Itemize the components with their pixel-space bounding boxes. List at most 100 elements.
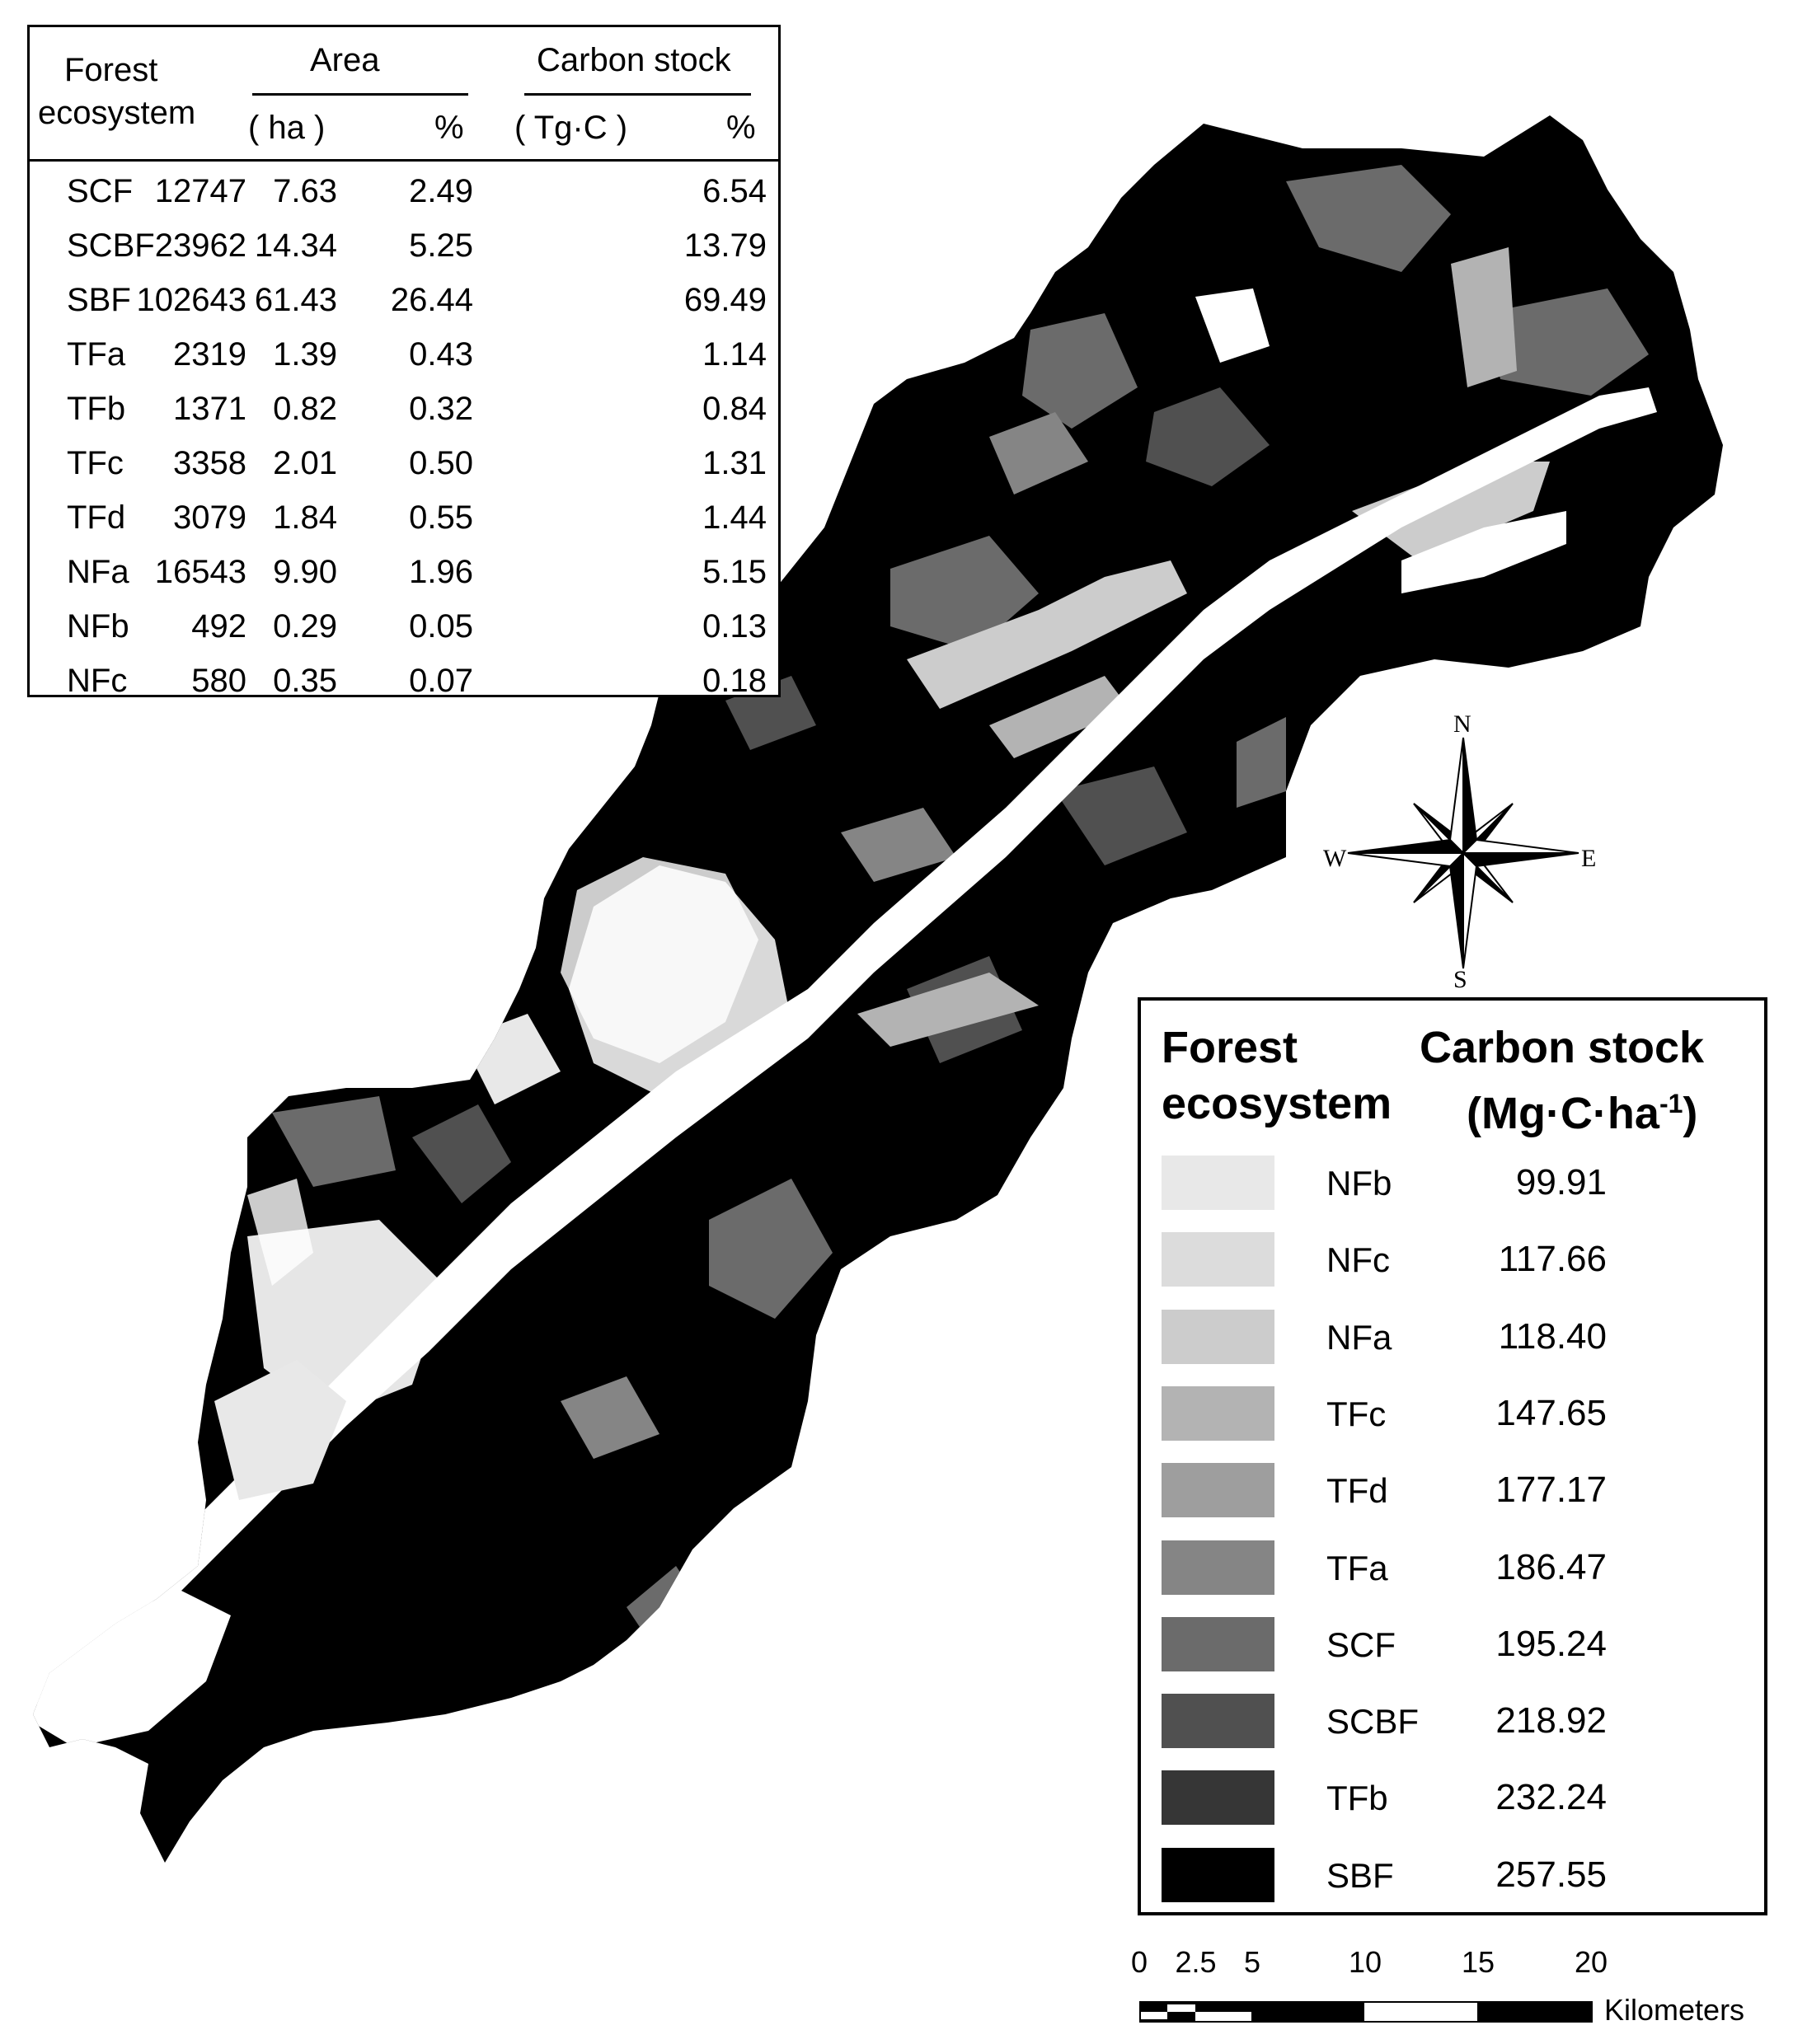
table-cell-area-pct: 1.84: [273, 499, 337, 536]
table-cell-carbon-pct: 5.15: [702, 554, 767, 590]
legend-value: 177.17: [1495, 1470, 1607, 1511]
table-cell-area-pct: 2.01: [273, 445, 337, 481]
legend-code: NFc: [1326, 1240, 1390, 1280]
legend-value: 118.40: [1498, 1315, 1607, 1357]
legend-value: 147.65: [1495, 1392, 1607, 1433]
scale-bar-graphic: [1139, 2001, 1593, 2023]
legend-swatch: [1162, 1770, 1274, 1826]
legend-code: SCF: [1326, 1624, 1396, 1664]
table-cell-carbon: 1.96: [409, 554, 473, 590]
table-cell-carbon-pct: 0.84: [702, 391, 767, 427]
table-sub-area-pct: %: [434, 110, 464, 146]
legend-value: 218.92: [1495, 1700, 1607, 1742]
table-sub-carbon-pct: %: [726, 110, 756, 146]
compass-n: N: [1453, 710, 1471, 738]
table-cell-carbon: 0.05: [409, 608, 473, 645]
scale-tick-label: 10: [1348, 1945, 1382, 1979]
table-cell-carbon: 5.25: [409, 227, 473, 264]
table-cell-carbon-pct: 69.49: [683, 282, 767, 318]
legend-code: TFa: [1326, 1548, 1388, 1587]
table-cell-carbon: 0.43: [409, 336, 473, 373]
statistics-table: Forest ecosystem Area Carbon stock ( ha …: [27, 25, 781, 699]
table-header-forest: Forest: [64, 52, 158, 88]
legend-title-unit: (Mg·C·ha-1): [1467, 1089, 1698, 1138]
table-cell-carbon-pct: 0.18: [702, 663, 767, 699]
legend-item: NFb 99.91: [1162, 1156, 1739, 1213]
table-sub-carbon-unit: ( Tg·C ): [514, 110, 628, 146]
legend-code: NFa: [1326, 1317, 1392, 1357]
table-header-carbon: Carbon stock: [537, 42, 731, 78]
legend-item: TFd 177.17: [1162, 1463, 1739, 1521]
table-cell-area: 23962: [154, 227, 246, 264]
table-cell-area-pct: 0.29: [273, 608, 337, 645]
table-cell-type: NFc: [67, 663, 128, 699]
legend-swatch: [1162, 1232, 1274, 1287]
legend-item: NFc 117.66: [1162, 1232, 1739, 1290]
table-cell-carbon-pct: 6.54: [702, 173, 767, 209]
compass-rose-icon: [1347, 737, 1579, 969]
north-arrow: N S E W: [1319, 710, 1596, 993]
legend-swatch: [1162, 1540, 1274, 1595]
table-cell-area: 580: [191, 663, 246, 699]
legend-value: 195.24: [1495, 1623, 1607, 1664]
legend-title-carbon: Carbon stock: [1420, 1023, 1705, 1072]
table-cell-area: 2319: [173, 336, 246, 373]
legend-item: TFa 186.47: [1162, 1540, 1739, 1598]
legend-item: SCF 195.24: [1162, 1616, 1739, 1675]
table-header-rule: [30, 159, 778, 162]
legend-swatch: [1162, 1463, 1274, 1518]
table-sub-area-unit: ( ha ): [248, 110, 326, 146]
legend-swatch: [1162, 1309, 1274, 1364]
table-cell-area: 102643: [136, 282, 246, 318]
table-cell-area: 16543: [154, 554, 246, 590]
table-header-ecosystem: ecosystem: [38, 95, 196, 131]
table-cell-area-pct: 0.35: [273, 663, 337, 699]
table-cell-area: 1371: [173, 391, 246, 427]
legend-code: SBF: [1326, 1855, 1394, 1895]
table-cell-area-pct: 7.63: [273, 173, 337, 209]
table-cell-type: TFd: [67, 499, 126, 536]
legend-value: 99.91: [1515, 1162, 1607, 1202]
table-header-area: Area: [310, 42, 380, 78]
legend-code: TFc: [1326, 1394, 1387, 1433]
table-cell-type: NFb: [67, 608, 129, 645]
table-cell-type: SBF: [67, 282, 131, 318]
table-cell-carbon: 0.50: [409, 445, 473, 481]
table-cell-area-pct: 14.34: [254, 227, 337, 264]
legend-item: TFb 232.24: [1162, 1770, 1739, 1828]
table-cell-type: TFc: [67, 445, 124, 481]
legend-title-forest: Forest: [1162, 1023, 1298, 1072]
compass-e: E: [1581, 845, 1597, 872]
legend-title-ecosystem: ecosystem: [1162, 1079, 1392, 1128]
scale-tick-label: 5: [1243, 1945, 1261, 1979]
table-rule-carbon: [524, 93, 751, 96]
legend-value: 186.47: [1495, 1546, 1607, 1587]
legend-item: SCBF 218.92: [1162, 1694, 1739, 1751]
legend-value: 117.66: [1498, 1239, 1607, 1280]
table-cell-type: SCBF: [67, 227, 155, 264]
legend-swatch: [1162, 1694, 1274, 1749]
scale-tick-label: 20: [1574, 1945, 1608, 1979]
legend-item: TFc 147.65: [1162, 1385, 1739, 1444]
table-cell-carbon: 0.07: [409, 663, 473, 699]
table-cell-carbon-pct: 13.79: [683, 227, 767, 264]
table-cell-carbon: 0.55: [409, 499, 473, 536]
legend-swatch: [1162, 1616, 1274, 1671]
table-cell-carbon: 2.49: [409, 173, 473, 209]
legend-swatch: [1162, 1385, 1274, 1441]
table-cell-type: TFb: [67, 391, 126, 427]
scale-tick-label: 15: [1461, 1945, 1495, 1979]
table-cell-carbon-pct: 1.14: [702, 336, 767, 373]
legend-code: TFd: [1326, 1471, 1388, 1511]
table-cell-type: NFa: [67, 554, 129, 590]
table-cell-area: 3079: [173, 499, 246, 536]
legend-item: SBF 257.55: [1162, 1847, 1739, 1906]
table-cell-area-pct: 61.43: [254, 282, 337, 318]
table-cell-area: 3358: [173, 445, 246, 481]
table-cell-carbon: 26.44: [390, 282, 473, 318]
table-cell-carbon-pct: 1.31: [702, 445, 767, 481]
legend-swatch: [1162, 1847, 1274, 1902]
scale-unit: Kilometers: [1604, 1993, 1745, 2027]
legend-code: TFb: [1326, 1779, 1388, 1818]
table-cell-carbon: 0.32: [409, 391, 473, 427]
